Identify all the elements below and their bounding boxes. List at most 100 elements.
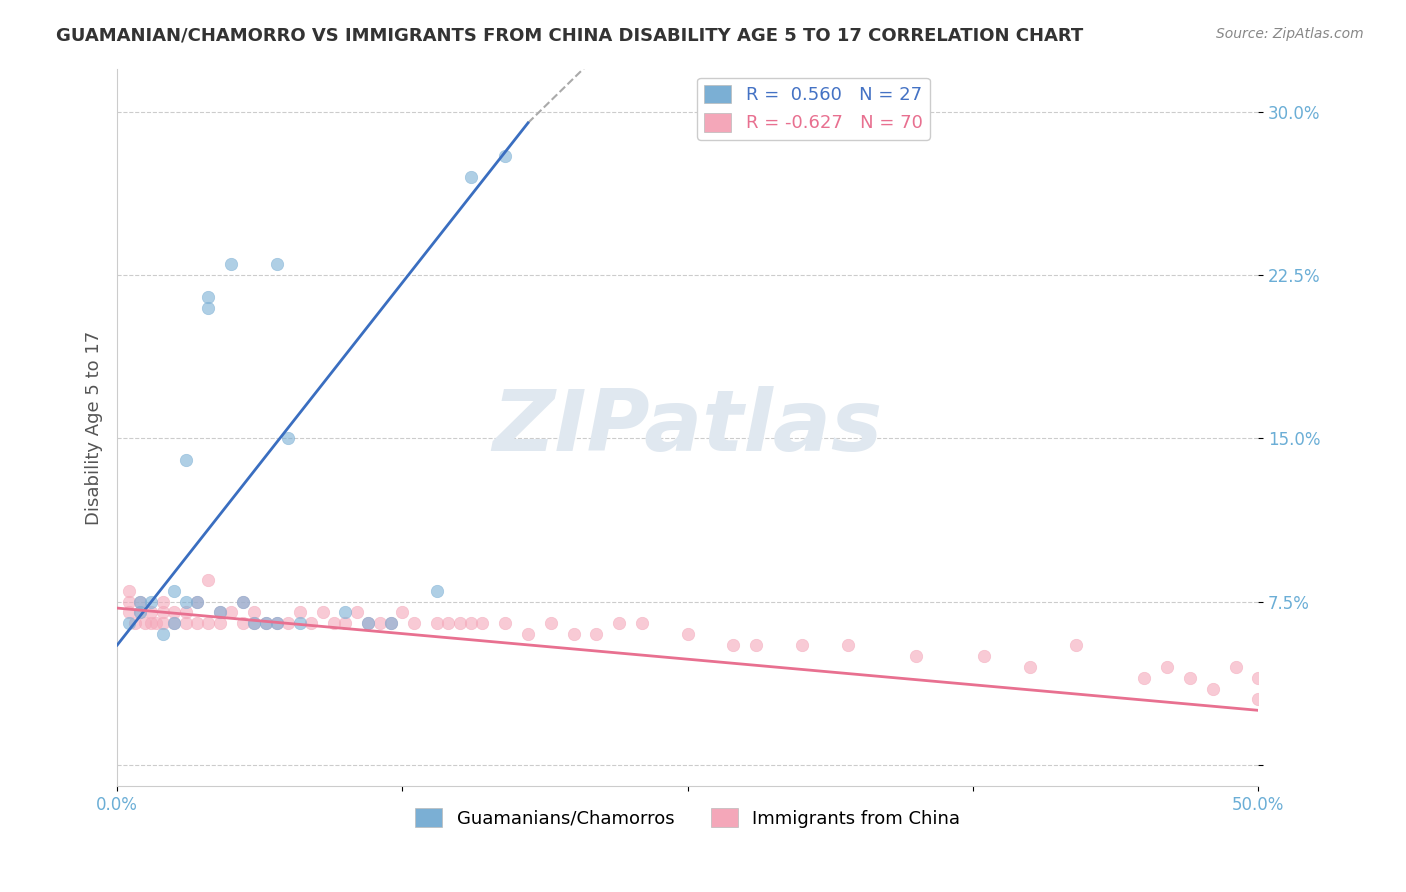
Point [676,627,699,641]
Point [723,638,745,652]
Point [129,594,152,608]
Point [163,583,186,598]
Point [186,616,208,631]
Point [186,594,208,608]
Point [129,606,152,620]
Point [221,257,243,271]
Point [904,648,927,663]
Point [174,453,197,467]
Point [186,594,208,608]
Point [346,606,368,620]
Point [1247,692,1270,706]
Point [311,606,333,620]
Point [540,616,562,631]
Point [243,616,266,631]
Legend: Guamanians/Chamorros, Immigrants from China: Guamanians/Chamorros, Immigrants from Ch… [408,801,967,835]
Point [254,616,277,631]
Point [117,616,139,631]
Point [631,616,654,631]
Point [745,638,768,652]
Point [449,616,471,631]
Point [288,606,311,620]
Point [335,616,357,631]
Point [1019,660,1042,674]
Point [197,290,219,304]
Point [208,606,231,620]
Point [460,170,482,185]
Point [152,616,174,631]
Point [973,648,995,663]
Point [494,616,516,631]
Text: Source: ZipAtlas.com: Source: ZipAtlas.com [1216,27,1364,41]
Point [1247,671,1270,685]
Text: GUAMANIAN/CHAMORRO VS IMMIGRANTS FROM CHINA DISABILITY AGE 5 TO 17 CORRELATION C: GUAMANIAN/CHAMORRO VS IMMIGRANTS FROM CH… [56,27,1084,45]
Point [494,148,516,162]
Point [266,616,288,631]
Point [426,583,449,598]
Point [790,638,813,652]
Point [266,616,288,631]
Point [368,616,391,631]
Point [585,627,607,641]
Point [380,616,402,631]
Point [152,606,174,620]
Point [357,616,380,631]
Point [277,431,299,445]
Point [117,606,139,620]
Point [134,616,156,631]
Point [232,616,254,631]
Point [163,616,186,631]
Point [266,257,288,271]
Point [426,616,449,631]
Point [1156,660,1178,674]
Point [1178,671,1201,685]
Point [208,616,231,631]
Point [471,616,494,631]
Point [562,627,585,641]
Point [117,594,139,608]
Point [391,606,413,620]
Point [129,606,152,620]
Point [232,594,254,608]
Point [517,627,540,641]
Y-axis label: Disability Age 5 to 17: Disability Age 5 to 17 [86,330,103,524]
Point [243,606,266,620]
Point [152,627,174,641]
Point [288,616,311,631]
Point [299,616,322,631]
Point [141,606,163,620]
Point [335,606,357,620]
Point [254,616,277,631]
Point [141,594,163,608]
Point [1064,638,1087,652]
Point [124,616,146,631]
Point [145,616,167,631]
Point [163,606,186,620]
Point [197,301,219,315]
Point [152,594,174,608]
Point [197,573,219,587]
Point [1133,671,1156,685]
Text: ZIPatlas: ZIPatlas [492,386,883,469]
Point [208,606,231,620]
Point [174,616,197,631]
Point [117,583,139,598]
Point [357,616,380,631]
Point [197,616,219,631]
Point [232,594,254,608]
Point [243,616,266,631]
Point [129,594,152,608]
Point [174,594,197,608]
Point [460,616,482,631]
Point [1202,681,1225,696]
Point [277,616,299,631]
Point [402,616,425,631]
Point [163,616,186,631]
Point [174,606,197,620]
Point [837,638,859,652]
Point [141,616,163,631]
Point [323,616,346,631]
Point [607,616,630,631]
Point [221,606,243,620]
Point [437,616,460,631]
